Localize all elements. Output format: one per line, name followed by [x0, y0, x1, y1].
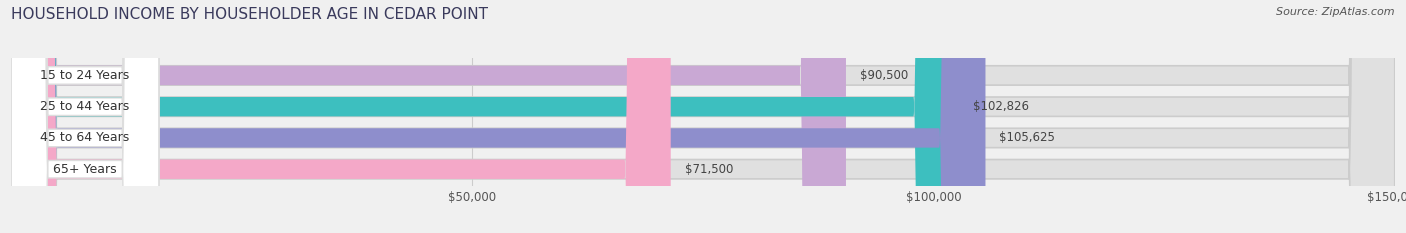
- FancyBboxPatch shape: [11, 0, 1395, 233]
- FancyBboxPatch shape: [11, 0, 986, 233]
- Text: 15 to 24 Years: 15 to 24 Years: [41, 69, 129, 82]
- FancyBboxPatch shape: [11, 0, 159, 233]
- FancyBboxPatch shape: [11, 0, 159, 233]
- FancyBboxPatch shape: [11, 0, 1395, 233]
- Text: Source: ZipAtlas.com: Source: ZipAtlas.com: [1277, 7, 1395, 17]
- FancyBboxPatch shape: [11, 0, 1395, 233]
- FancyBboxPatch shape: [11, 0, 846, 233]
- FancyBboxPatch shape: [11, 0, 960, 233]
- Text: $90,500: $90,500: [860, 69, 908, 82]
- Text: 65+ Years: 65+ Years: [53, 163, 117, 176]
- Text: $71,500: $71,500: [685, 163, 733, 176]
- Text: 25 to 44 Years: 25 to 44 Years: [41, 100, 129, 113]
- FancyBboxPatch shape: [11, 0, 159, 233]
- Text: $105,625: $105,625: [1000, 131, 1054, 144]
- FancyBboxPatch shape: [11, 0, 1395, 233]
- Text: 45 to 64 Years: 45 to 64 Years: [41, 131, 129, 144]
- Text: $102,826: $102,826: [973, 100, 1029, 113]
- FancyBboxPatch shape: [11, 0, 671, 233]
- Text: HOUSEHOLD INCOME BY HOUSEHOLDER AGE IN CEDAR POINT: HOUSEHOLD INCOME BY HOUSEHOLDER AGE IN C…: [11, 7, 488, 22]
- FancyBboxPatch shape: [11, 0, 159, 233]
